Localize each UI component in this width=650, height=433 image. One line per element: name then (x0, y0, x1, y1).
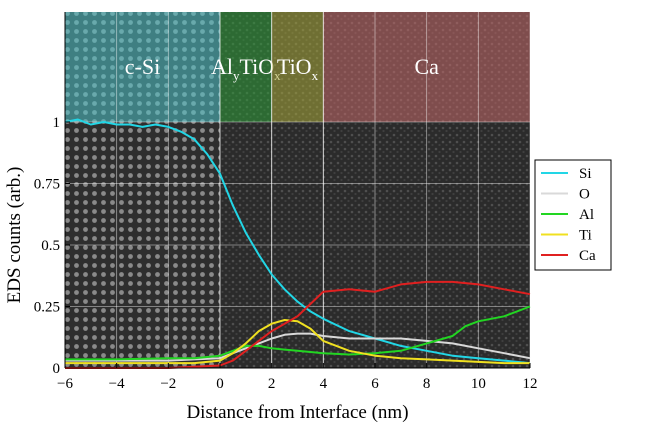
y-axis-label: EDS counts (arb.) (4, 167, 25, 304)
x-tick-label: 8 (423, 376, 431, 392)
region-band (271, 12, 324, 122)
x-tick-label: 10 (471, 376, 486, 392)
x-tick-label: −6 (57, 376, 73, 392)
region-label: AlyTiOx (211, 54, 281, 83)
y-tick-label: 0 (53, 361, 61, 377)
x-tick-label: 4 (320, 376, 328, 392)
region-label: TiOx (277, 54, 319, 83)
y-tick-label: 0.25 (34, 300, 60, 316)
region-label-part: TiO (277, 54, 312, 79)
x-tick-label: 0 (216, 376, 224, 392)
x-tick-label: −4 (109, 376, 125, 392)
region-label-part: Al (211, 54, 233, 79)
series-lines (64, 118, 531, 369)
y-tick-label: 0.5 (41, 238, 60, 254)
region-label: c-Si (125, 54, 160, 79)
region-label-part: c-Si (125, 54, 160, 79)
series-line-ca (65, 280, 531, 369)
legend-label-si: Si (579, 166, 592, 182)
legend-label-ca: Ca (579, 248, 596, 264)
region-label-part: TiO (239, 54, 274, 79)
region-label-subscript: y (233, 68, 240, 83)
x-tick-label: 2 (268, 376, 276, 392)
axes: −6 −4 −2 0 2 4 6 8 10 12 0 0.25 0.5 0.75 1 (34, 12, 538, 392)
legend-label-al: Al (579, 207, 594, 223)
y-tick-label: 0.75 (34, 177, 60, 193)
x-tick-label: 12 (523, 376, 538, 392)
x-axis-label: Distance from Interface (nm) (186, 402, 408, 423)
y-tick-label: 1 (53, 115, 61, 131)
x-tick-label: −2 (160, 376, 176, 392)
region-band (65, 12, 220, 122)
region-band (220, 12, 272, 122)
legend: Si O Al Ti Ca (534, 159, 612, 271)
region-label-subscript: x (312, 68, 319, 83)
series-line-al (65, 305, 531, 361)
legend-label-o: O (579, 187, 590, 203)
series-line-o (65, 332, 531, 362)
legend-label-ti: Ti (579, 228, 592, 244)
x-tick-label: 6 (371, 376, 379, 392)
series-line-ti (65, 319, 530, 365)
